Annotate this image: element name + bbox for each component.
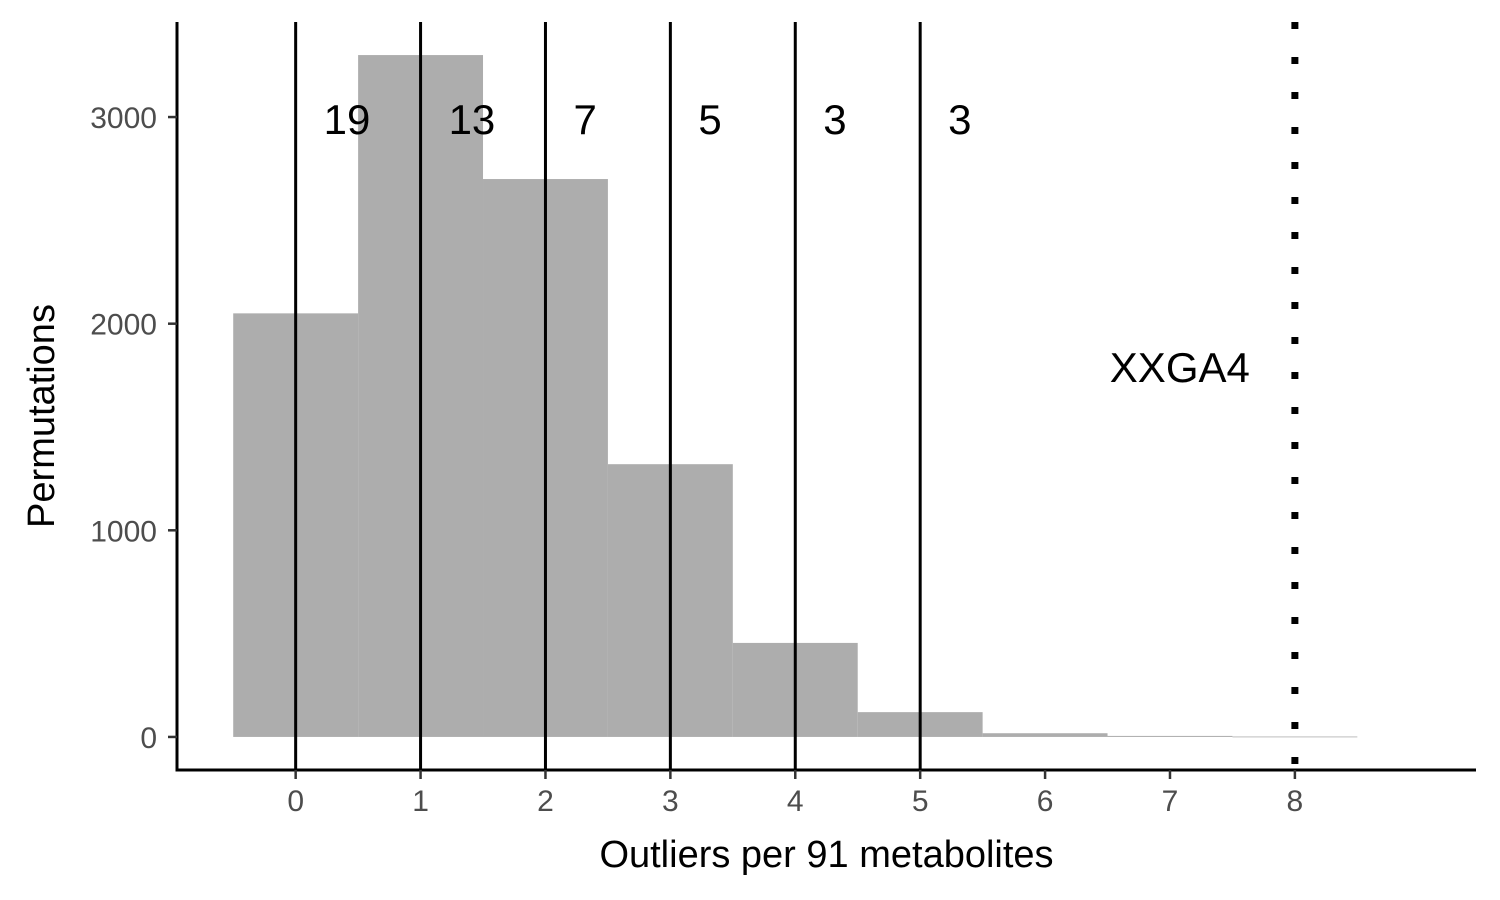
- reference-label-5: 3: [948, 96, 971, 143]
- y-tick-label-0: 0: [140, 722, 157, 755]
- highlight-marker: XXGA4: [1110, 22, 1299, 770]
- y-tick-label-3000: 3000: [90, 102, 157, 135]
- reference-label-1: 13: [449, 96, 496, 143]
- x-tick-label-5: 5: [912, 785, 929, 818]
- x-tick-label-3: 3: [662, 785, 679, 818]
- reference-lines: [294, 22, 922, 770]
- y-tick-label-1000: 1000: [90, 515, 157, 548]
- x-tick-label-7: 7: [1162, 785, 1179, 818]
- x-tick-label-1: 1: [412, 785, 429, 818]
- y-axis-title: Permutations: [21, 304, 63, 528]
- x-tick-label-2: 2: [537, 785, 554, 818]
- histogram-bar-7: [1107, 735, 1233, 737]
- y-tick-label-2000: 2000: [90, 309, 157, 342]
- reference-label-0: 19: [324, 96, 371, 143]
- x-axis-title: Outliers per 91 metabolites: [599, 834, 1053, 876]
- reference-label-2: 7: [573, 96, 596, 143]
- y-axis-ticks: 0 1000 2000 3000: [90, 102, 177, 755]
- highlight-label: XXGA4: [1110, 344, 1250, 391]
- reference-label-4: 3: [823, 96, 846, 143]
- reference-label-3: 5: [698, 96, 721, 143]
- x-axis-ticks: 0 1 2 3 4 5 6 7 8: [287, 770, 1303, 818]
- x-tick-label-0: 0: [287, 785, 304, 818]
- histogram-bar-6: [982, 733, 1108, 737]
- x-tick-label-6: 6: [1037, 785, 1054, 818]
- x-tick-label-8: 8: [1287, 785, 1304, 818]
- histogram-bar-8: [1232, 736, 1358, 738]
- x-tick-label-4: 4: [787, 785, 804, 818]
- reference-labels: 19 13 7 5 3 3: [324, 96, 972, 143]
